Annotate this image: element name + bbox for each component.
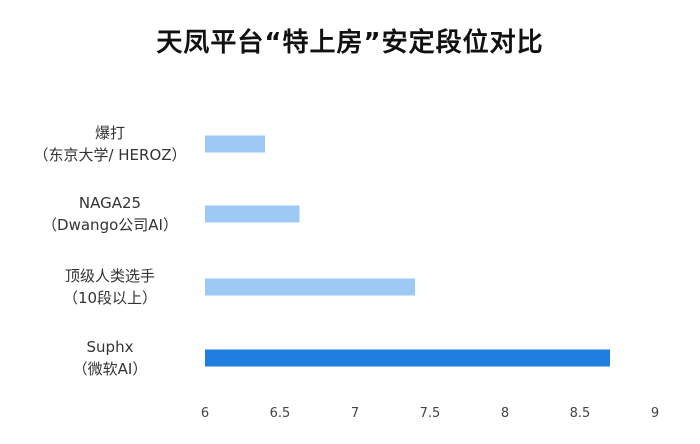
x-tick-label: 7 — [351, 406, 359, 421]
category-label: NAGA25 — [79, 194, 141, 212]
bar — [205, 349, 610, 367]
category-label: （10段以上） — [63, 289, 157, 307]
category-label: （Dwango公司AI） — [42, 216, 178, 234]
bar — [205, 135, 265, 153]
category-label: Suphx — [87, 338, 134, 356]
x-tick-label: 7.5 — [420, 406, 441, 421]
chart-title: 天凤平台“特上房”安定段位对比 — [156, 28, 544, 58]
bar — [205, 205, 300, 223]
x-tick-label: 6.5 — [270, 406, 291, 421]
x-tick-label: 8.5 — [570, 406, 591, 421]
x-tick-label: 8 — [501, 406, 509, 421]
category-label: （微软AI） — [73, 360, 148, 378]
category-label: 爆打 — [95, 124, 125, 142]
category-label: （东京大学/ HEROZ） — [33, 146, 186, 164]
bar — [205, 278, 415, 296]
x-tick-label: 9 — [651, 406, 659, 421]
x-tick-label: 6 — [201, 406, 209, 421]
category-label: 顶级人类选手 — [65, 267, 155, 285]
